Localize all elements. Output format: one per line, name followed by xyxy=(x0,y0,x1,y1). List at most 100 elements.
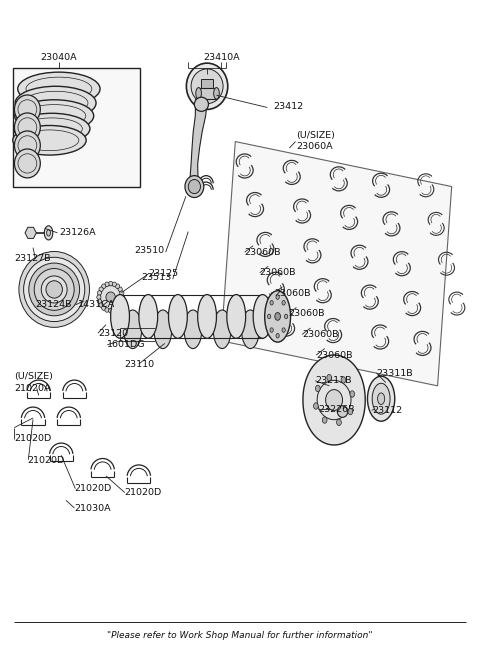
Text: 23060A: 23060A xyxy=(297,142,333,151)
Text: 23120: 23120 xyxy=(98,329,128,338)
Text: 23060B: 23060B xyxy=(302,330,338,339)
Ellipse shape xyxy=(108,281,113,286)
Ellipse shape xyxy=(41,276,67,303)
Text: 23126A: 23126A xyxy=(59,228,96,237)
Ellipse shape xyxy=(315,385,320,392)
Polygon shape xyxy=(190,100,207,183)
Ellipse shape xyxy=(47,230,50,236)
Ellipse shape xyxy=(188,180,201,194)
Ellipse shape xyxy=(110,295,130,338)
Ellipse shape xyxy=(253,295,272,338)
Ellipse shape xyxy=(285,314,288,319)
Ellipse shape xyxy=(198,295,216,338)
Text: 23060B: 23060B xyxy=(274,289,311,298)
Ellipse shape xyxy=(102,306,106,310)
Text: 23110: 23110 xyxy=(124,359,154,369)
Text: 23125: 23125 xyxy=(148,270,179,279)
Ellipse shape xyxy=(24,257,85,321)
Ellipse shape xyxy=(105,282,109,287)
Text: (U/SIZE): (U/SIZE) xyxy=(14,373,53,381)
Ellipse shape xyxy=(46,281,62,298)
Ellipse shape xyxy=(336,419,341,426)
Ellipse shape xyxy=(112,308,116,312)
Text: 23311B: 23311B xyxy=(376,369,413,377)
Text: 23510: 23510 xyxy=(134,247,165,255)
Ellipse shape xyxy=(196,87,202,99)
Ellipse shape xyxy=(19,251,89,327)
Ellipse shape xyxy=(97,291,102,295)
Ellipse shape xyxy=(97,299,102,304)
Ellipse shape xyxy=(124,310,142,348)
Ellipse shape xyxy=(282,300,285,305)
Text: 23211B: 23211B xyxy=(315,377,352,385)
Ellipse shape xyxy=(105,308,109,312)
Ellipse shape xyxy=(14,149,40,178)
Ellipse shape xyxy=(276,295,279,299)
Text: "Please refer to Work Shop Manual for further information": "Please refer to Work Shop Manual for fu… xyxy=(107,631,373,640)
Text: 21020D: 21020D xyxy=(27,456,65,465)
Ellipse shape xyxy=(270,300,273,305)
Ellipse shape xyxy=(99,303,103,307)
Ellipse shape xyxy=(118,287,122,291)
Ellipse shape xyxy=(18,72,100,106)
Ellipse shape xyxy=(15,87,96,119)
Ellipse shape xyxy=(106,292,115,302)
Ellipse shape xyxy=(14,113,90,144)
Ellipse shape xyxy=(270,328,273,333)
Text: 23112: 23112 xyxy=(372,406,403,415)
Ellipse shape xyxy=(120,299,124,304)
Polygon shape xyxy=(25,227,36,238)
Ellipse shape xyxy=(115,306,120,310)
Text: 21030A: 21030A xyxy=(74,504,111,512)
Ellipse shape xyxy=(368,377,395,421)
Bar xyxy=(13,68,140,186)
Ellipse shape xyxy=(120,291,124,295)
Ellipse shape xyxy=(154,310,172,348)
Ellipse shape xyxy=(139,295,157,338)
Ellipse shape xyxy=(99,287,103,291)
Ellipse shape xyxy=(34,268,74,310)
Text: 23226B: 23226B xyxy=(318,405,355,413)
Text: 21020D: 21020D xyxy=(14,434,51,443)
Text: 23060B: 23060B xyxy=(316,350,353,359)
Ellipse shape xyxy=(213,310,231,348)
Ellipse shape xyxy=(168,295,187,338)
Text: (U/SIZE): (U/SIZE) xyxy=(297,131,336,140)
Polygon shape xyxy=(221,142,452,386)
Text: 23412: 23412 xyxy=(273,102,303,111)
Ellipse shape xyxy=(29,263,80,316)
Ellipse shape xyxy=(118,303,122,307)
Bar xyxy=(199,87,216,99)
Ellipse shape xyxy=(350,391,355,398)
Polygon shape xyxy=(303,355,365,445)
Ellipse shape xyxy=(112,282,116,287)
Ellipse shape xyxy=(100,285,121,310)
Ellipse shape xyxy=(372,383,390,414)
Ellipse shape xyxy=(378,393,384,405)
Text: 23060B: 23060B xyxy=(288,310,324,318)
Ellipse shape xyxy=(14,131,40,160)
Text: 23513: 23513 xyxy=(142,274,172,282)
Ellipse shape xyxy=(108,308,113,313)
Ellipse shape xyxy=(184,310,202,348)
Bar xyxy=(202,79,213,94)
Text: 23410A: 23410A xyxy=(203,54,240,62)
Ellipse shape xyxy=(264,291,290,342)
Text: 1601DG: 1601DG xyxy=(108,340,146,349)
Text: 23060B: 23060B xyxy=(260,268,296,277)
Ellipse shape xyxy=(194,97,208,112)
Ellipse shape xyxy=(13,125,86,155)
Ellipse shape xyxy=(44,226,53,240)
Text: 23040A: 23040A xyxy=(41,54,77,62)
Text: 21020D: 21020D xyxy=(125,488,162,497)
Ellipse shape xyxy=(186,63,228,110)
Ellipse shape xyxy=(214,87,219,99)
Ellipse shape xyxy=(341,377,346,383)
Text: 23060B: 23060B xyxy=(245,248,281,256)
Ellipse shape xyxy=(102,284,106,289)
Ellipse shape xyxy=(267,314,271,319)
Ellipse shape xyxy=(241,310,259,348)
Ellipse shape xyxy=(120,295,124,299)
Ellipse shape xyxy=(14,95,40,124)
Ellipse shape xyxy=(97,295,101,299)
